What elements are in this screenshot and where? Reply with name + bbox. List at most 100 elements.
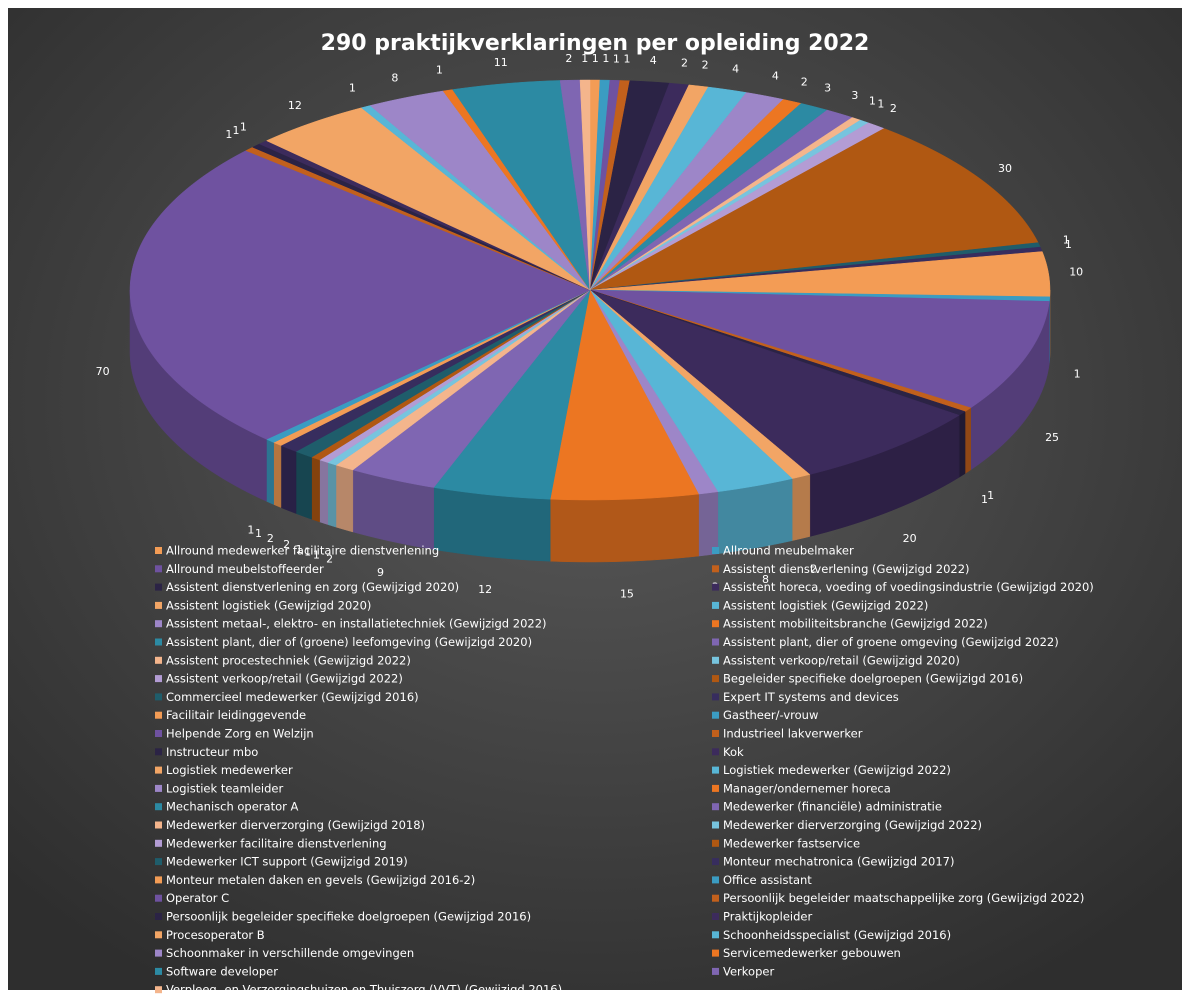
legend-swatch (712, 547, 719, 554)
legend-label: Medewerker dierverzorging (Gewijzigd 201… (166, 818, 425, 832)
data-label: 1 (613, 52, 620, 65)
legend-swatch (712, 711, 719, 719)
legend-swatch (155, 601, 162, 609)
legend-label: Assistent plant, dier of groene omgeving… (723, 635, 1059, 649)
legend-swatch (712, 803, 719, 811)
legend-label: Assistent plant, dier of (groene) leefom… (166, 635, 532, 649)
data-label: 9 (377, 566, 384, 579)
legend-label: Medewerker (financiële) administratie (723, 800, 942, 814)
data-label: 1 (981, 493, 988, 506)
data-label: 1 (1063, 233, 1070, 246)
data-label: 1 (304, 546, 311, 559)
legend-swatch (712, 675, 719, 683)
legend-swatch (155, 565, 162, 573)
legend-label: Helpende Zorg en Welzijn (166, 727, 314, 741)
legend-swatch (712, 601, 719, 609)
data-label: 1 (255, 527, 262, 540)
legend-swatch (155, 547, 162, 554)
legend-label: Verkoper (723, 964, 774, 978)
data-label: 1 (225, 128, 232, 141)
legend-label: Procesoperator B (166, 928, 265, 942)
legend-swatch (155, 711, 162, 719)
slice-side (280, 445, 297, 514)
data-label: 1 (436, 63, 443, 76)
slice-side (311, 456, 320, 523)
legend-swatch (712, 620, 719, 628)
data-label: 11 (494, 56, 508, 69)
data-label: 1 (581, 52, 588, 65)
legend-swatch (712, 821, 719, 829)
legend-label: Verpleeg- en Verzorgingshuizen en Thuisz… (166, 983, 562, 997)
legend-label: Industrieel lakverwerker (723, 727, 863, 741)
slice (589, 289, 793, 492)
slice (265, 107, 591, 291)
legend-label: Assistent logistiek (Gewijzigd 2020) (166, 598, 371, 612)
legend-swatch (712, 894, 719, 902)
data-label: 2 (810, 563, 817, 576)
data-label: 1 (313, 549, 320, 562)
legend-swatch (712, 693, 719, 701)
legend-label: Persoonlijk begeleider specifieke doelgr… (166, 910, 531, 924)
data-label: 2 (326, 553, 333, 566)
legend-swatch (155, 858, 162, 866)
legend-label: Operator C (166, 891, 229, 905)
legend-label: Expert IT systems and devices (723, 690, 899, 704)
legend-label: Assistent metaal-, elektro- en installat… (166, 617, 547, 631)
data-label: 15 (620, 588, 634, 601)
legend-label: Monteur mechatronica (Gewijzigd 2017) (723, 855, 954, 869)
legend-label: Allround meubelstoffeerder (166, 562, 324, 576)
legend-swatch (155, 894, 162, 902)
legend-swatch (155, 803, 162, 811)
legend-label: Schoonheidsspecialist (Gewijzigd 2016) (723, 928, 951, 942)
data-label: 1 (602, 52, 609, 65)
data-label: 2 (702, 59, 709, 72)
legend-swatch (712, 931, 719, 939)
data-label: 12 (288, 99, 302, 112)
legend-label: Office assistant (723, 873, 812, 887)
legend-swatch (712, 583, 719, 591)
data-label: 1 (1074, 367, 1081, 380)
legend-swatch (712, 730, 719, 737)
legend-swatch (155, 656, 162, 664)
legend-label: Schoonmaker in verschillende omgevingen (166, 946, 414, 960)
data-label: 2 (681, 56, 688, 69)
slice (589, 289, 960, 475)
legend-label: Gastheer/-vrouw (723, 708, 818, 722)
data-label: 3 (824, 81, 831, 94)
legend-swatch (155, 931, 162, 939)
data-label: 1 (987, 489, 994, 502)
data-label: 8 (762, 573, 769, 586)
legend-label: Logistiek medewerker (166, 763, 293, 777)
slice (589, 289, 1050, 409)
legend-swatch (155, 839, 162, 847)
legend-swatch (155, 730, 162, 737)
legend-swatch (155, 675, 162, 683)
data-label: 4 (732, 63, 739, 76)
legend-swatch (712, 565, 719, 573)
slice (579, 79, 591, 291)
legend-label: Begeleider specifieke doelgroepen (Gewij… (723, 672, 1023, 686)
legend-swatch (712, 858, 719, 866)
legend-swatch (712, 839, 719, 847)
legend-swatch (712, 638, 719, 646)
legend-swatch (712, 967, 719, 975)
legend-swatch (712, 766, 719, 774)
data-label: 10 (1069, 265, 1083, 278)
data-label: 25 (1045, 431, 1059, 444)
legend-label: Logistiek teamleider (166, 781, 283, 795)
slice (589, 128, 1039, 291)
data-label: 8 (391, 71, 398, 84)
slice-side (319, 459, 328, 525)
legend-label: Facilitair leidinggevende (166, 708, 306, 722)
legend-label: Medewerker ICT support (Gewijzigd 2019) (166, 855, 408, 869)
chart-title: 290 praktijkverklaringen per opleiding 2… (321, 31, 870, 56)
legend-label: Kok (723, 745, 744, 759)
legend-label: Logistiek medewerker (Gewijzigd 2022) (723, 763, 951, 777)
slice (589, 86, 747, 291)
legend-label: Assistent horeca, voeding of voedingsind… (723, 580, 1094, 594)
data-label: 2 (890, 102, 897, 115)
data-label: 1 (623, 53, 630, 66)
slice (369, 90, 591, 291)
slice (129, 150, 591, 440)
slice-side (273, 442, 282, 508)
